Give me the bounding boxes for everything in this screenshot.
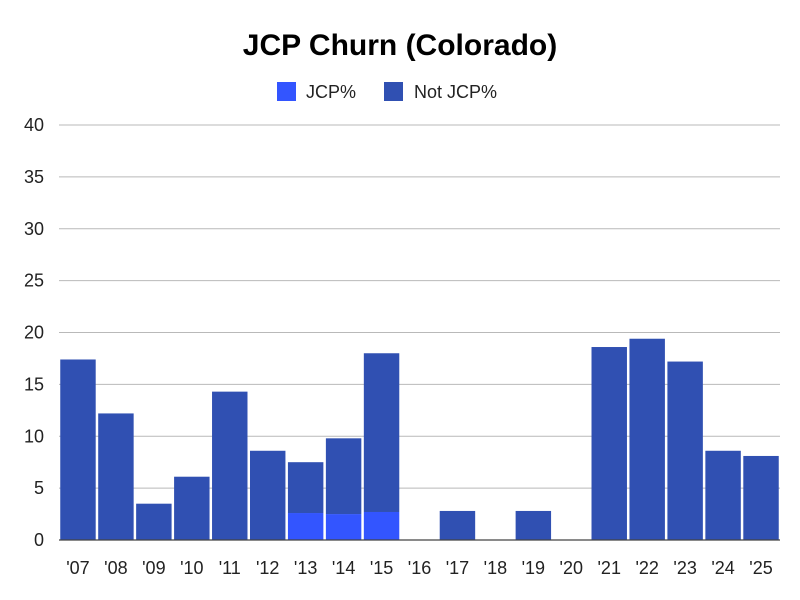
x-tick-label: '19 — [522, 558, 545, 578]
bar-not-jcp — [212, 391, 248, 540]
bar-not-jcp — [363, 353, 400, 512]
legend: JCP% Not JCP% — [277, 82, 497, 102]
y-tick-label: 35 — [24, 167, 44, 187]
bar-not-jcp — [705, 450, 741, 540]
bar-not-jcp — [249, 450, 286, 540]
x-tick-label: '21 — [598, 558, 621, 578]
x-tick-label: '17 — [446, 558, 469, 578]
bar-jcp — [325, 514, 362, 540]
y-tick-label: 20 — [24, 323, 44, 343]
x-tick-label: '24 — [711, 558, 734, 578]
x-tick-label: '25 — [749, 558, 772, 578]
x-tick-label: '22 — [635, 558, 658, 578]
legend-swatch-jcp — [277, 82, 296, 101]
bar-not-jcp — [98, 413, 134, 540]
x-tick-label: '10 — [180, 558, 203, 578]
gridlines — [59, 124, 780, 489]
bar-not-jcp — [629, 338, 665, 540]
bar-not-jcp — [439, 510, 476, 540]
legend-label-not-jcp: Not JCP% — [414, 82, 497, 102]
chart-title: JCP Churn (Colorado) — [243, 29, 557, 62]
legend-swatch-not-jcp — [384, 82, 403, 101]
bar-not-jcp — [591, 347, 627, 540]
bar-not-jcp — [667, 361, 703, 540]
y-tick-label: 15 — [24, 374, 44, 394]
x-tick-label: '13 — [294, 558, 317, 578]
bar-not-jcp — [287, 462, 324, 514]
x-tick-label: '23 — [673, 558, 696, 578]
x-tick-label: '20 — [560, 558, 583, 578]
legend-label-jcp: JCP% — [306, 82, 356, 102]
y-tick-label: 40 — [24, 115, 44, 135]
bar-jcp — [287, 513, 324, 540]
x-tick-label: '07 — [66, 558, 89, 578]
bar-not-jcp — [174, 476, 210, 540]
y-tick-label: 5 — [34, 478, 44, 498]
x-tick-label: '09 — [142, 558, 165, 578]
bar-not-jcp — [60, 359, 96, 540]
bar-not-jcp — [743, 455, 779, 540]
bar-not-jcp — [325, 438, 362, 515]
bar-not-jcp — [136, 503, 172, 540]
x-tick-label: '16 — [408, 558, 431, 578]
y-tick-label: 30 — [24, 219, 44, 239]
x-tick-label: '08 — [104, 558, 127, 578]
x-tick-label: '12 — [256, 558, 279, 578]
bar-jcp — [363, 511, 400, 540]
y-tick-label: 10 — [24, 426, 44, 446]
y-tick-label: 25 — [24, 271, 44, 291]
x-tick-label: '11 — [219, 558, 241, 578]
x-tick-label: '15 — [370, 558, 393, 578]
x-tick-label: '18 — [484, 558, 507, 578]
x-axis: '07 '08 '09 '10 '11 '12 '13 '14 '15 '16 '17 '18 '19 '… — [66, 558, 773, 578]
x-tick-label: '14 — [332, 558, 355, 578]
bar-not-jcp — [515, 510, 552, 540]
y-axis: 0 5 10 15 20 25 30 35 40 — [24, 115, 44, 550]
y-tick-label: 0 — [34, 530, 44, 550]
bars — [60, 338, 779, 540]
